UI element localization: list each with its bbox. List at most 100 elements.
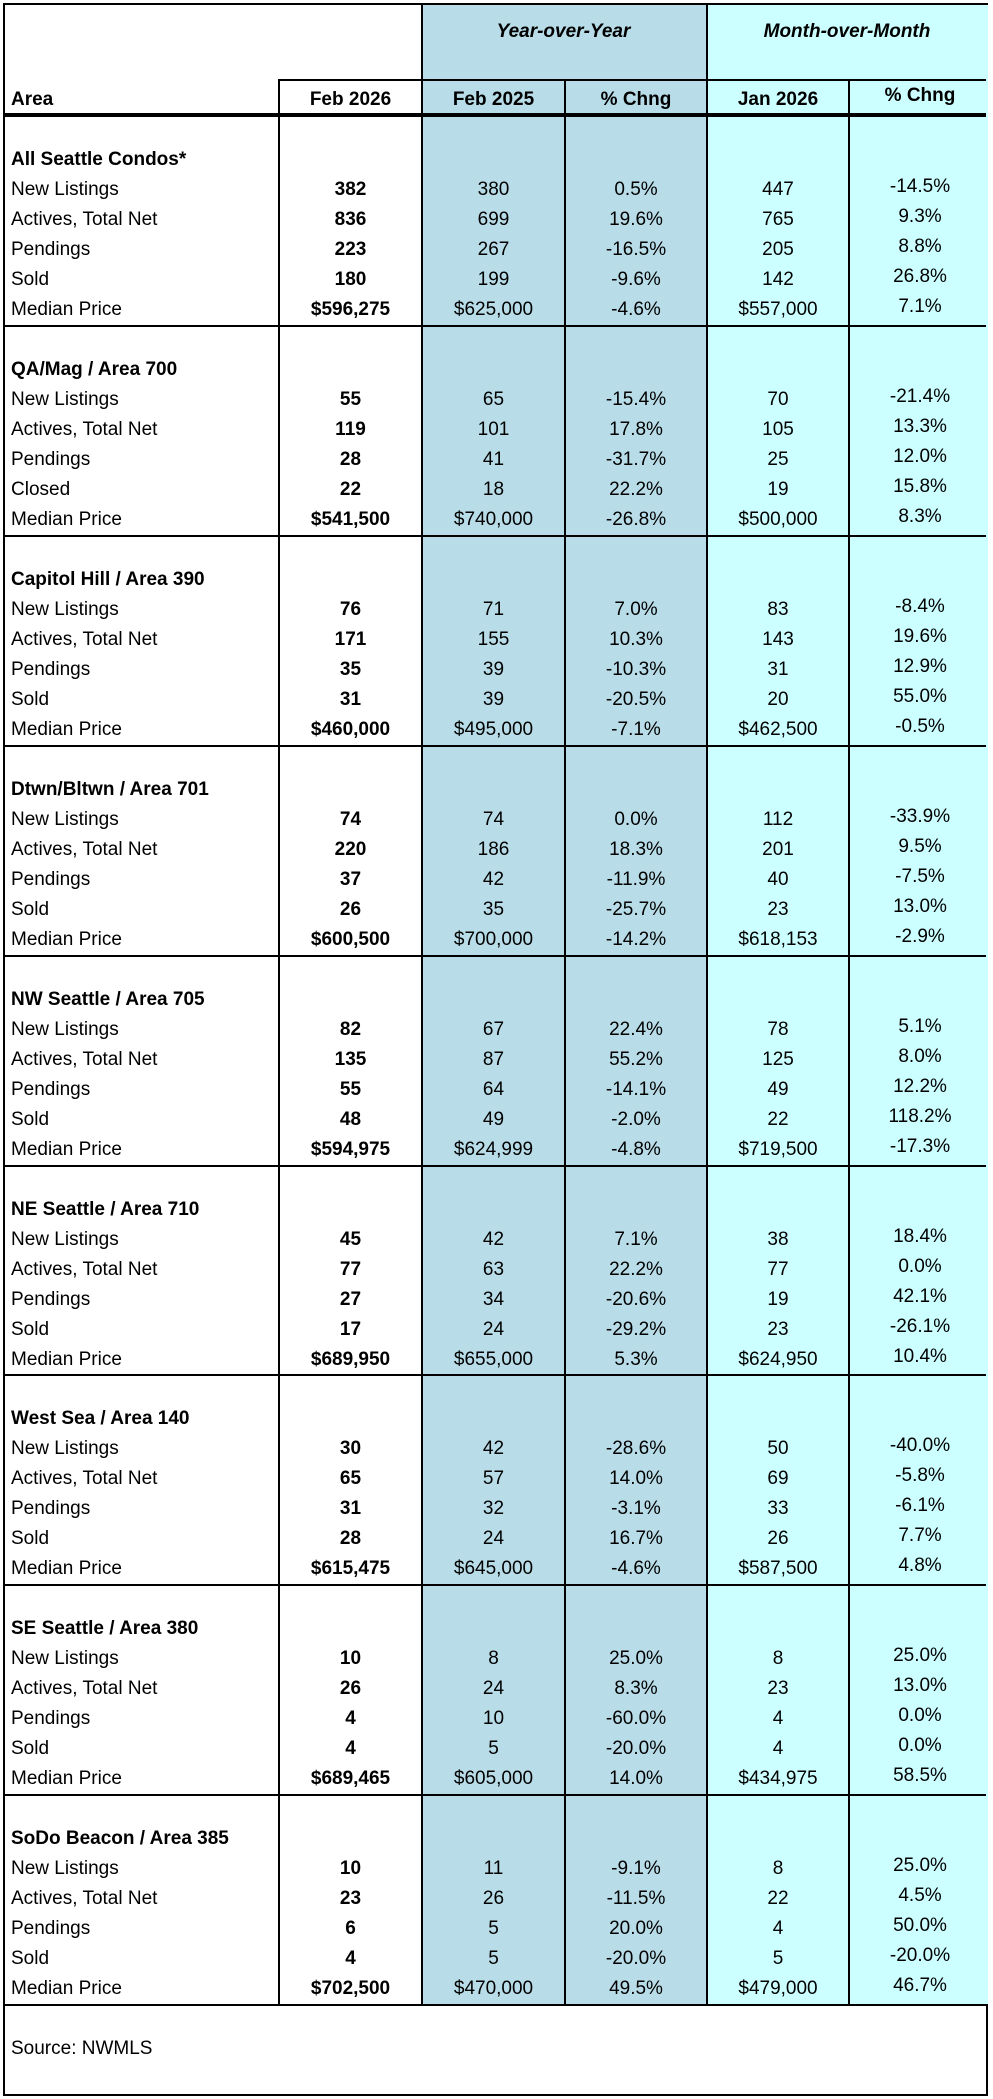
cell-current: 6 xyxy=(345,1918,356,1940)
column-header-yoy-prior: Feb 2025 xyxy=(452,89,535,110)
row-label: New Listings xyxy=(11,598,119,620)
cell-yoy-prior: $655,000 xyxy=(453,1348,534,1370)
cell-mom-pct: 13.3% xyxy=(893,415,947,437)
cell-mom-prior: $462,500 xyxy=(738,718,818,740)
cell-mom-prior: 69 xyxy=(767,1468,789,1490)
section-title: SoDo Beacon / Area 385 xyxy=(11,1828,229,1850)
section-title: All Seattle Condos* xyxy=(11,149,187,170)
cell-mom-prior: 105 xyxy=(762,418,794,440)
cell-mom-pct: -6.1% xyxy=(895,1495,945,1517)
cell-yoy-prior: 5 xyxy=(488,1918,499,1940)
cell-current: 48 xyxy=(339,1108,362,1130)
cell-yoy-prior: $605,000 xyxy=(453,1768,534,1790)
cell-current: $600,500 xyxy=(310,928,391,950)
row-label: Sold xyxy=(11,688,50,710)
cell-mom-pct: -21.4% xyxy=(889,385,951,407)
cell-mom-pct: -40.0% xyxy=(889,1435,951,1457)
cell-mom-pct: 0.0% xyxy=(898,1255,942,1277)
row-label: Median Price xyxy=(11,299,122,320)
cell-yoy-pct: 8.3% xyxy=(614,1678,658,1700)
cell-yoy-pct: 0.0% xyxy=(614,808,658,830)
cell-yoy-pct: -20.6% xyxy=(605,1288,667,1310)
row-label: Pendings xyxy=(11,1918,91,1940)
cell-mom-pct: 58.5% xyxy=(893,1765,947,1787)
cell-yoy-pct: -9.1% xyxy=(611,1858,661,1880)
cell-mom-prior: 205 xyxy=(762,239,794,260)
cell-yoy-prior: 101 xyxy=(477,418,510,440)
cell-yoy-pct: -4.8% xyxy=(611,1138,661,1160)
cell-mom-pct: 19.6% xyxy=(893,625,947,647)
cell-mom-prior: 25 xyxy=(767,448,789,470)
row-label: Pendings xyxy=(11,1288,91,1310)
cell-mom-pct: -0.5% xyxy=(895,715,945,737)
cell-yoy-prior: $700,000 xyxy=(453,928,534,950)
cell-mom-pct: -26.1% xyxy=(889,1315,951,1337)
cell-mom-prior: 142 xyxy=(762,269,794,290)
row-label: Median Price xyxy=(11,508,122,530)
cell-yoy-prior: 380 xyxy=(477,179,510,200)
cell-mom-prior: 4 xyxy=(772,1738,784,1760)
row-label: Sold xyxy=(11,1738,50,1760)
cell-mom-pct: 25.0% xyxy=(893,1645,947,1667)
cell-mom-prior: 125 xyxy=(762,1048,794,1070)
cell-yoy-pct: -20.5% xyxy=(605,688,667,710)
section-title: NE Seattle / Area 710 xyxy=(11,1198,200,1220)
cell-yoy-prior: 34 xyxy=(482,1288,505,1310)
section-title: Capitol Hill / Area 390 xyxy=(11,568,205,590)
cell-yoy-pct: 14.0% xyxy=(609,1768,663,1790)
cell-yoy-pct: -3.1% xyxy=(611,1498,661,1520)
column-header-mom-prior: Jan 2026 xyxy=(737,89,819,110)
section-divider xyxy=(5,324,986,327)
cell-mom-pct: 5.1% xyxy=(898,1015,942,1037)
row-label: Pendings xyxy=(11,239,91,260)
cell-yoy-prior: 11 xyxy=(483,1858,504,1880)
column-divider xyxy=(278,79,280,2004)
cell-yoy-pct: -20.0% xyxy=(605,1948,667,1970)
row-label: Sold xyxy=(11,1948,50,1970)
cell-current: $594,975 xyxy=(310,1138,391,1160)
cell-mom-prior: 765 xyxy=(762,209,794,230)
cell-yoy-pct: -31.7% xyxy=(605,448,667,470)
cell-mom-prior: 23 xyxy=(767,898,789,920)
cell-current: $541,500 xyxy=(310,508,391,530)
cell-current: 65 xyxy=(339,1468,362,1490)
cell-yoy-pct: 10.3% xyxy=(609,628,663,650)
cell-yoy-pct: 7.0% xyxy=(614,598,658,620)
row-label: New Listings xyxy=(11,1858,119,1880)
row-label: Actives, Total Net xyxy=(11,209,158,230)
cell-mom-prior: 19 xyxy=(767,478,789,500)
cell-yoy-pct: -11.5% xyxy=(606,1888,666,1910)
cell-yoy-prior: 42 xyxy=(482,1228,505,1250)
cell-yoy-pct: -10.3% xyxy=(605,658,667,680)
section-divider xyxy=(5,1584,986,1587)
column-divider xyxy=(564,79,566,2004)
row-label: Median Price xyxy=(11,718,122,740)
cell-mom-pct: 12.2% xyxy=(893,1075,947,1097)
row-label: Actives, Total Net xyxy=(11,1678,158,1700)
cell-mom-pct: -20.0% xyxy=(889,1945,951,1967)
row-label: Median Price xyxy=(11,1768,122,1790)
row-label: Actives, Total Net xyxy=(11,628,158,650)
cell-mom-pct: 13.0% xyxy=(893,1675,947,1697)
cell-current: 382 xyxy=(334,179,367,200)
cell-mom-prior: 77 xyxy=(767,1258,789,1280)
cell-current: 55 xyxy=(339,1078,362,1100)
group-header-mom: Month-over-Month xyxy=(763,21,931,42)
cell-current: $460,000 xyxy=(310,718,391,740)
column-divider xyxy=(421,5,423,2004)
cell-mom-pct: 118.2% xyxy=(888,1105,952,1127)
cell-yoy-prior: 155 xyxy=(477,628,510,650)
row-label: Median Price xyxy=(11,1348,122,1370)
cell-yoy-prior: 41 xyxy=(482,448,505,470)
cell-mom-prior: 40 xyxy=(767,868,789,890)
cell-yoy-pct: -20.0% xyxy=(605,1738,667,1760)
cell-current: 31 xyxy=(339,1498,362,1520)
cell-mom-prior: 83 xyxy=(767,598,789,620)
section-divider xyxy=(5,534,986,537)
cell-mom-prior: 38 xyxy=(767,1228,789,1250)
cell-mom-pct: 15.8% xyxy=(893,475,947,497)
row-label: New Listings xyxy=(11,388,119,410)
cell-yoy-pct: 55.2% xyxy=(609,1048,663,1070)
cell-yoy-pct: -7.1% xyxy=(611,718,661,740)
cell-yoy-prior: 8 xyxy=(488,1648,499,1670)
